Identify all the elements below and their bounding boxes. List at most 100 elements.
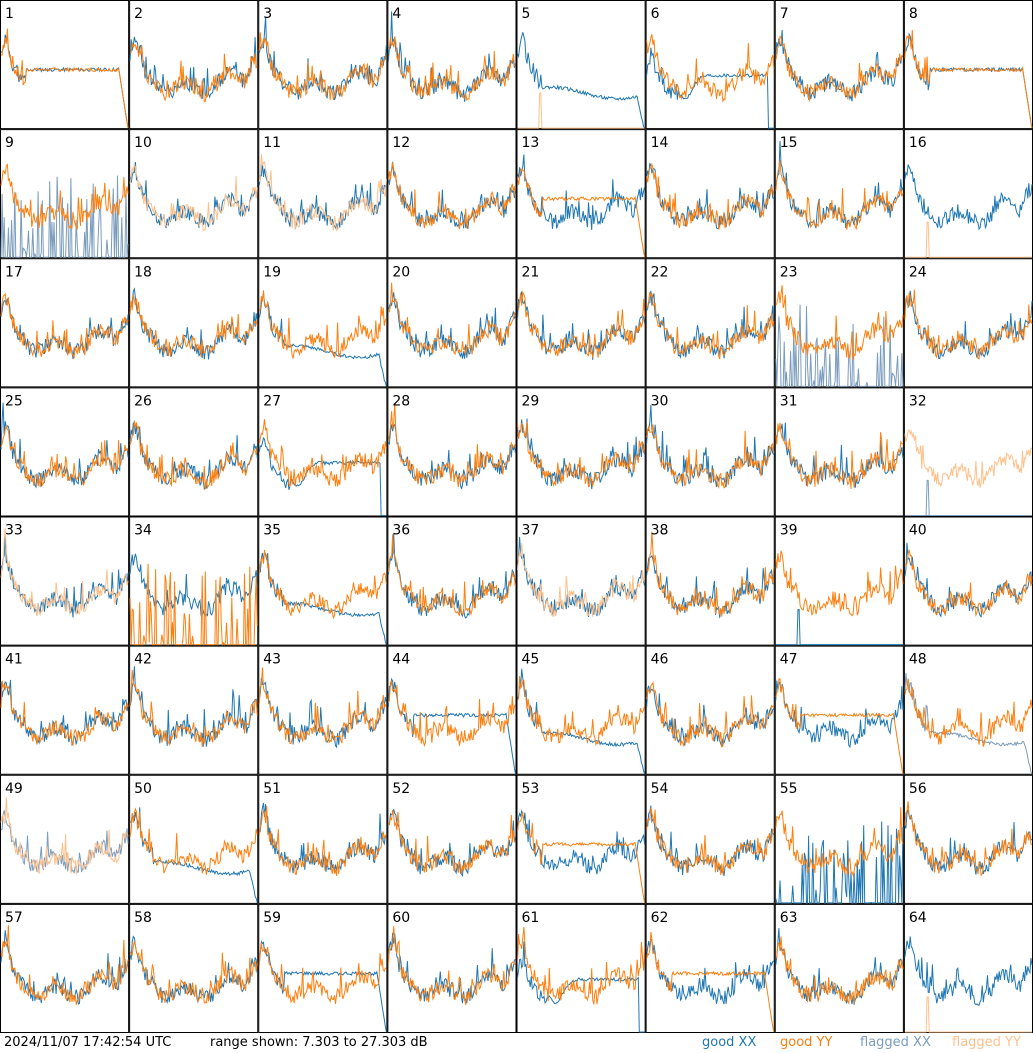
series-yy [904,549,1033,617]
panel-label: 43 [263,652,281,668]
panel-frame [0,258,130,388]
panel-frame [387,903,517,1033]
panel-43: 43 [258,645,388,775]
series-xx [904,542,1033,618]
panel-label: 57 [5,910,23,926]
panel-23: 23 [774,258,904,388]
panel-label: 13 [522,135,540,151]
series-yy [517,542,646,617]
series-yy [388,282,516,356]
series-xx [517,291,646,360]
series-xx [517,941,645,1033]
series-yy [646,531,775,617]
panel-label: 18 [134,264,152,280]
panel-33: 33 [0,516,130,646]
legend-good-yy: good YY [780,1035,833,1050]
series-xx [1,34,129,129]
panel-label: 54 [651,781,669,797]
panel-label: 62 [651,910,669,926]
panel-frame [516,774,646,904]
series-xx [775,304,904,387]
panel-label: 33 [5,523,23,539]
series-xx [388,809,516,878]
series-yy [904,29,1033,129]
panel-label: 51 [263,781,281,797]
panel-label: 20 [392,264,410,280]
panel-label: 17 [5,264,23,280]
panel-label: 36 [392,523,410,539]
panel-label: 4 [392,6,401,22]
panel-frame [645,129,775,259]
series-yy [517,926,646,1005]
series-xx [129,422,258,490]
panel-frame [774,903,904,1033]
panel-frame [645,0,775,130]
panel-label: 61 [522,910,540,926]
panel-34: 34 [129,516,259,647]
series-yy [0,423,129,488]
series-yy [258,549,387,620]
panel-label: 7 [780,6,789,22]
panel-25: 25 [0,387,130,517]
panel-18: 18 [129,258,259,388]
series-yy [0,292,129,359]
panel-label: 29 [522,393,540,409]
panel-frame [387,129,517,259]
series-yy [258,290,387,359]
panel-14: 14 [645,129,775,259]
panel-64: 64 [903,903,1033,1033]
panel-frame [258,258,388,388]
series-xx [646,163,775,230]
panel-label: 28 [392,393,410,409]
series-xx [904,290,1033,359]
panel-label: 10 [134,135,152,151]
series-yy [775,422,904,489]
panel-frame [129,129,259,259]
panel-26: 26 [129,387,259,517]
series-yy [775,936,904,1006]
panel-27: 27 [258,387,388,517]
panel-label: 14 [651,135,669,151]
panel-frame [258,516,388,646]
series-yy [775,807,904,877]
panel-frame [0,516,130,646]
panel-label: 26 [134,393,152,409]
series-xx [129,666,258,747]
panel-frame [129,645,259,775]
panel-label: 48 [909,652,927,668]
series-yy [775,35,904,102]
panel-51: 51 [258,774,388,904]
panel-frame [0,645,130,775]
series-xx [0,679,129,746]
series-xx [0,810,129,875]
series-yy [129,420,258,490]
panel-38: 38 [645,516,775,646]
series-yy [646,931,775,1033]
panel-3: 3 [258,0,388,130]
series-yy [775,285,904,360]
panel-60: 60 [387,903,517,1033]
series-xx [129,287,258,360]
series-yy [0,28,129,129]
series-xx [904,164,1033,231]
panel-61: 61 [516,903,646,1033]
series-yy [387,402,516,488]
panel-frame [387,645,517,775]
panel-17: 17 [0,258,130,388]
series-yy [387,162,516,230]
panel-frame [774,516,904,646]
panel-frame [129,903,259,1033]
panel-label: 23 [780,264,798,280]
series-xx [0,175,129,258]
series-xx [387,292,516,359]
series-yy [646,291,775,360]
series-xx [904,479,1032,516]
series-yy [258,942,387,1004]
panel-frame [0,387,130,517]
panel-22: 22 [645,258,775,388]
panel-57: 57 [0,903,130,1033]
panel-35: 35 [258,516,388,646]
series-yy [129,42,258,103]
series-yy [646,424,775,489]
